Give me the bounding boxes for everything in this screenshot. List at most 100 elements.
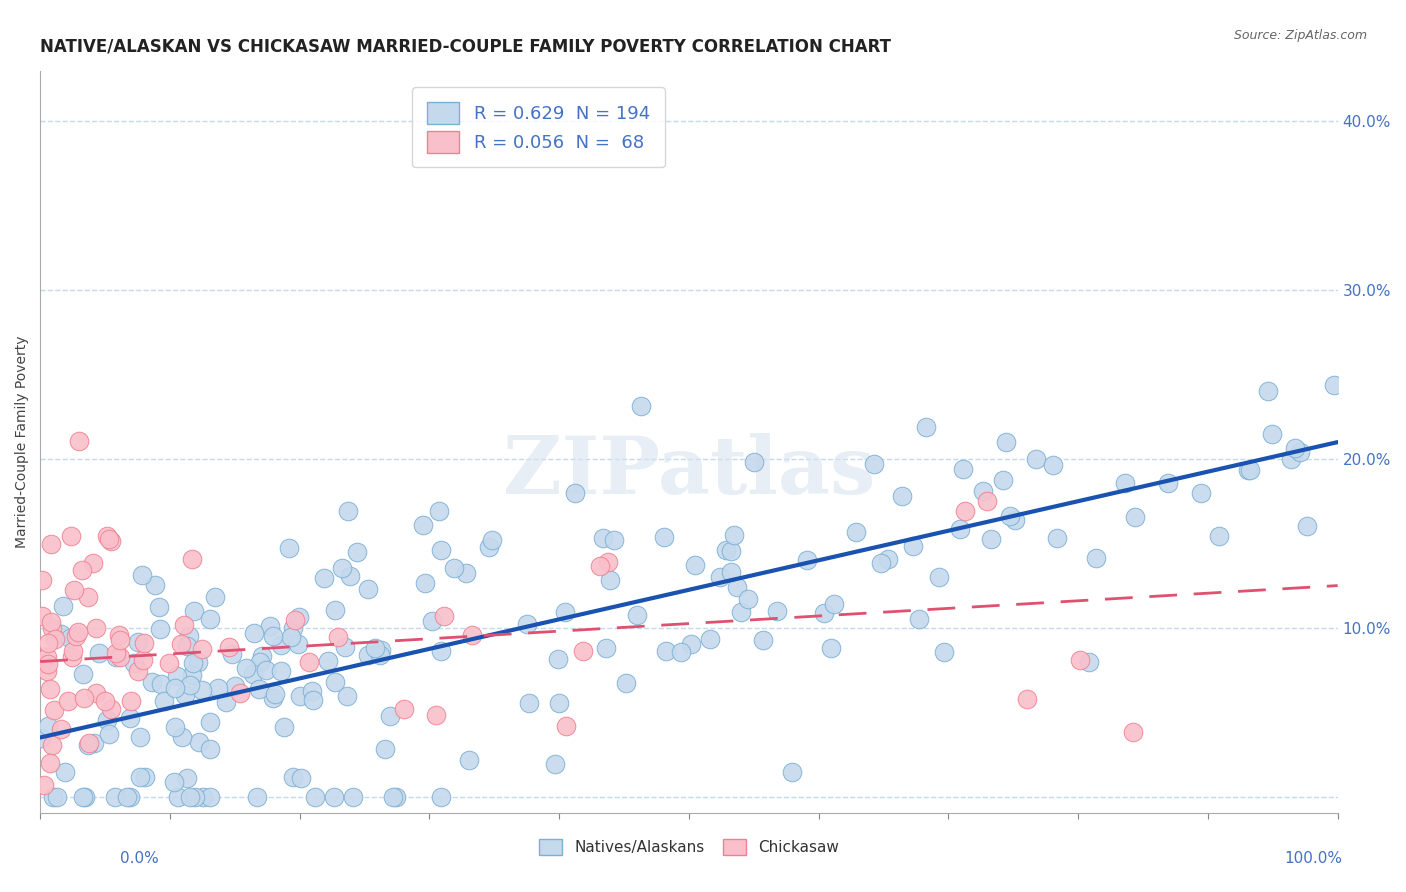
Point bbox=[1025, 451, 1047, 466]
Point bbox=[52, 599, 75, 614]
Point bbox=[224, 679, 246, 693]
Point bbox=[118, 789, 141, 804]
Text: 0.0%: 0.0% bbox=[120, 851, 159, 865]
Point bbox=[288, 690, 311, 704]
Point bbox=[100, 533, 122, 548]
Point bbox=[302, 693, 325, 707]
Point bbox=[49, 722, 72, 736]
Point bbox=[281, 621, 304, 635]
Point bbox=[281, 770, 304, 784]
Point bbox=[98, 726, 121, 740]
Point bbox=[163, 775, 186, 789]
Point bbox=[901, 539, 924, 553]
Point bbox=[243, 626, 266, 640]
Point bbox=[41, 738, 63, 752]
Point bbox=[287, 610, 309, 624]
Point bbox=[120, 694, 142, 708]
Point bbox=[31, 609, 53, 624]
Point bbox=[928, 569, 950, 583]
Point bbox=[177, 629, 200, 643]
Point bbox=[31, 573, 53, 587]
Point bbox=[149, 622, 172, 636]
Point bbox=[94, 694, 117, 708]
Point bbox=[443, 560, 465, 574]
Point bbox=[37, 719, 59, 733]
Point bbox=[41, 621, 63, 635]
Point bbox=[339, 569, 361, 583]
Point bbox=[723, 528, 745, 542]
Point bbox=[191, 683, 214, 698]
Point bbox=[76, 738, 98, 752]
Point bbox=[35, 650, 58, 665]
Point bbox=[932, 645, 955, 659]
Point bbox=[596, 555, 619, 569]
Point bbox=[1288, 445, 1310, 459]
Point bbox=[301, 684, 323, 698]
Point bbox=[1000, 509, 1022, 524]
Point bbox=[131, 567, 153, 582]
Point bbox=[652, 530, 675, 544]
Point bbox=[342, 789, 364, 804]
Point bbox=[456, 566, 478, 581]
Point bbox=[669, 645, 692, 659]
Point bbox=[554, 605, 576, 619]
Point bbox=[742, 455, 765, 469]
Point bbox=[589, 558, 612, 573]
Point bbox=[110, 632, 132, 647]
Point bbox=[198, 789, 221, 804]
Point bbox=[737, 592, 759, 607]
Point bbox=[215, 695, 238, 709]
Point bbox=[198, 742, 221, 756]
Point bbox=[172, 731, 194, 745]
Point bbox=[655, 644, 678, 658]
Point bbox=[53, 764, 76, 779]
Point bbox=[890, 489, 912, 503]
Point bbox=[991, 473, 1014, 487]
Point bbox=[96, 714, 118, 728]
Point bbox=[304, 789, 326, 804]
Point bbox=[478, 541, 501, 555]
Point bbox=[127, 665, 149, 679]
Point bbox=[98, 532, 121, 546]
Point bbox=[953, 504, 976, 518]
Point bbox=[430, 789, 453, 804]
Point bbox=[37, 657, 59, 671]
Point bbox=[751, 633, 773, 648]
Point bbox=[65, 629, 87, 643]
Point bbox=[129, 730, 152, 744]
Point bbox=[1157, 475, 1180, 490]
Point bbox=[1239, 463, 1261, 477]
Point bbox=[118, 710, 141, 724]
Point bbox=[357, 582, 380, 597]
Point bbox=[430, 543, 453, 558]
Point bbox=[1085, 551, 1108, 566]
Point bbox=[72, 789, 94, 804]
Point bbox=[820, 641, 842, 656]
Point bbox=[284, 613, 307, 627]
Point bbox=[60, 529, 83, 543]
Point bbox=[626, 608, 648, 623]
Point bbox=[37, 636, 59, 650]
Point bbox=[82, 556, 104, 570]
Point bbox=[427, 504, 450, 518]
Point bbox=[56, 694, 79, 708]
Point bbox=[592, 532, 614, 546]
Point bbox=[176, 639, 198, 653]
Point bbox=[262, 629, 284, 643]
Point bbox=[544, 757, 567, 772]
Point bbox=[262, 690, 284, 705]
Point bbox=[163, 681, 186, 695]
Point bbox=[599, 573, 621, 587]
Point bbox=[188, 735, 211, 749]
Point bbox=[683, 558, 706, 573]
Point bbox=[337, 504, 360, 518]
Point bbox=[180, 668, 202, 682]
Point bbox=[572, 644, 595, 658]
Point bbox=[132, 653, 155, 667]
Point bbox=[229, 686, 252, 700]
Point bbox=[221, 647, 243, 661]
Point bbox=[254, 663, 277, 677]
Point bbox=[1295, 518, 1317, 533]
Point bbox=[481, 533, 503, 548]
Point bbox=[105, 649, 128, 664]
